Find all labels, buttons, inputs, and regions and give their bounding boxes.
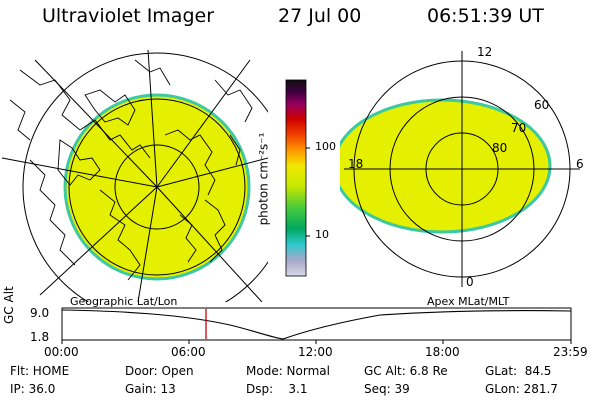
status-gain: Gain: 13 bbox=[125, 382, 176, 396]
geo-grid bbox=[1, 49, 268, 302]
status-flt: Flt: HOME bbox=[10, 364, 70, 378]
mlt-label-12: 12 bbox=[477, 45, 493, 59]
timeline-ymin: 1.8 bbox=[30, 330, 50, 344]
time-label: 06:51:39 UT bbox=[427, 5, 544, 27]
apex-polar-panel bbox=[340, 51, 580, 287]
apex-caption: Apex MLat/MLT bbox=[427, 295, 510, 308]
mlat-label-80: 80 bbox=[492, 141, 508, 155]
colorbar bbox=[285, 79, 310, 277]
coastlines bbox=[9, 59, 253, 281]
colorbar-label: photon cm⁻²s⁻¹ bbox=[256, 132, 271, 226]
altitude-timeline bbox=[61, 307, 572, 344]
date-label: 27 Jul 00 bbox=[278, 5, 362, 27]
polar-grid bbox=[344, 51, 580, 287]
mlat-label-60: 60 bbox=[534, 98, 550, 112]
status-door: Door: Open bbox=[125, 364, 194, 378]
timeline-tick-3: 18:00 bbox=[425, 345, 460, 359]
timeline-tick-0: 00:00 bbox=[44, 345, 79, 359]
colorbar-tick-10: 10 bbox=[315, 228, 329, 241]
mlt-label-6: 6 bbox=[576, 157, 584, 171]
instrument-title: Ultraviolet Imager bbox=[42, 5, 215, 27]
status-glat: GLat: 84.5 bbox=[485, 364, 552, 378]
geographic-caption: Geographic Lat/Lon bbox=[70, 295, 178, 308]
status-dsp: Dsp: 3.1 bbox=[246, 382, 308, 396]
uv-oval-region bbox=[340, 98, 552, 234]
altitude-curve bbox=[61, 309, 572, 340]
colorbar-tick-100: 100 bbox=[315, 140, 336, 153]
timeline-tick-4: 23:59 bbox=[553, 345, 588, 359]
geographic-image-panel bbox=[1, 49, 268, 302]
timeline-tick-1: 06:00 bbox=[171, 345, 206, 359]
timeline-tick-2: 12:00 bbox=[298, 345, 333, 359]
status-gc-alt: GC Alt: 6.8 Re bbox=[364, 364, 448, 378]
mlat-label-70: 70 bbox=[511, 121, 527, 135]
status-mode: Mode: Normal bbox=[246, 364, 330, 378]
status-ip: IP: 36.0 bbox=[10, 382, 56, 396]
status-seq: Seq: 39 bbox=[364, 382, 410, 396]
timeline-ymax: 9.0 bbox=[30, 306, 50, 320]
mlt-label-18: 18 bbox=[348, 157, 364, 171]
timeline-axis-label: GC Alt bbox=[2, 286, 16, 324]
status-glon: GLon: 281.7 bbox=[485, 382, 558, 396]
colorbar-scale bbox=[285, 79, 307, 277]
mlt-label-0: 0 bbox=[466, 275, 474, 289]
